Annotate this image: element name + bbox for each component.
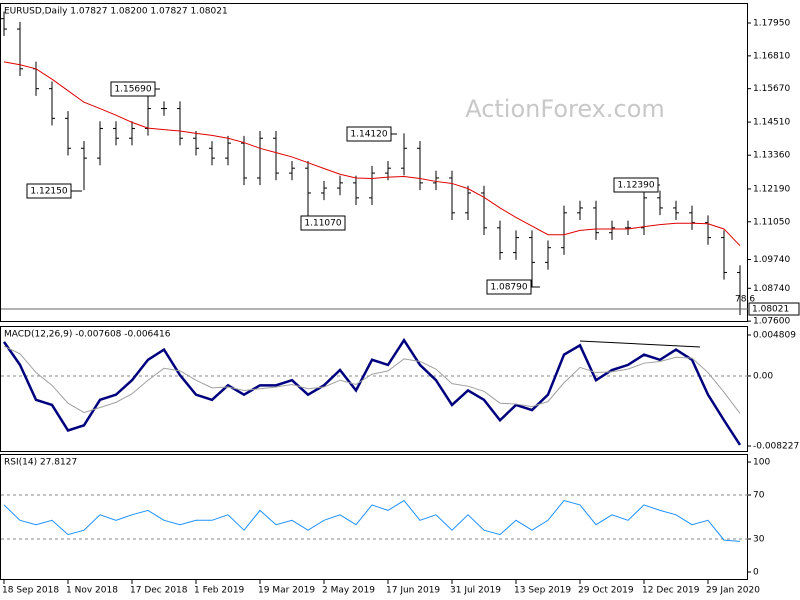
x-tick-label: 29 Oct 2019: [578, 586, 634, 596]
series-line: [2, 337, 742, 446]
y-tick-label: 1.12190: [753, 184, 790, 194]
macd-title: MACD(12,26,9) -0.007608 -0.006416: [4, 330, 171, 340]
x-tick-label: 29 Jan 2020: [706, 586, 760, 596]
price-panel: [0, 3, 748, 322]
y-tick-label: 0.004809: [753, 331, 796, 341]
series-line: [3, 345, 741, 414]
watermark: ActionForex.com: [465, 95, 665, 123]
y-tick-label: 1.09740: [753, 255, 790, 265]
y-tick-label: 0.00: [753, 371, 773, 381]
price-title: EURUSD,Daily 1.07827 1.08200 1.07827 1.0…: [4, 7, 228, 17]
x-tick-label: 13 Sep 2019: [514, 586, 571, 596]
y-tick-label: 70: [753, 491, 765, 501]
annotation-box: [613, 177, 659, 193]
y-tick-label: 100: [753, 458, 770, 468]
x-tick-label: 18 Sep 2018: [2, 586, 59, 596]
y-tick-label: 0: [753, 567, 759, 577]
y-tick-label: 30: [753, 534, 765, 544]
x-tick-label: 1 Feb 2019: [194, 586, 245, 596]
moving-average: [3, 61, 741, 247]
rsi-title: RSI(14) 27.8127: [4, 458, 77, 468]
annotation: 1.15690: [114, 85, 151, 95]
annotation-box: [346, 126, 392, 142]
annotation: 1.12150: [30, 187, 67, 197]
annotation: 1.08790: [490, 283, 527, 293]
annotation: 78.6: [735, 295, 755, 305]
price-box: [748, 302, 800, 316]
macd-panel: [0, 326, 748, 452]
annotation: 1.11070: [304, 219, 341, 229]
x-tick-label: 1 Nov 2018: [66, 586, 118, 596]
y-tick-label: 1.16810: [753, 51, 790, 61]
x-tick-label: 2 May 2019: [322, 586, 375, 596]
y-tick-label: 1.14510: [753, 118, 790, 128]
x-tick-label: 12 Dec 2019: [642, 586, 700, 596]
trend-line: [579, 340, 701, 348]
rsi-panel: [0, 454, 748, 580]
y-tick-label: -0.008227: [753, 442, 799, 452]
y-tick-label: 1.17950: [753, 19, 790, 29]
x-tick-label: 31 Jul 2019: [450, 586, 501, 596]
y-tick-label: 1.15670: [753, 84, 790, 94]
annotation-box: [486, 279, 532, 295]
y-tick-label: 1.07600: [753, 317, 790, 327]
price-label: 1.08021: [752, 305, 789, 315]
series-line: [3, 499, 741, 542]
annotation-box: [110, 81, 156, 97]
annotation: 1.14120: [350, 130, 387, 140]
y-tick-label: 1.08740: [753, 284, 790, 294]
annotation: 1.12390: [617, 181, 654, 191]
annotation-box: [26, 183, 72, 199]
y-tick-label: 1.13360: [753, 151, 790, 161]
x-tick-label: 17 Jun 2019: [386, 586, 440, 596]
annotation-box: [300, 215, 346, 231]
y-tick-label: 1.11050: [753, 217, 790, 227]
x-tick-label: 17 Dec 2018: [130, 586, 188, 596]
x-tick-label: 19 Mar 2019: [258, 586, 315, 596]
